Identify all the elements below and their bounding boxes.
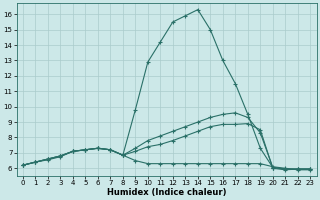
- X-axis label: Humidex (Indice chaleur): Humidex (Indice chaleur): [107, 188, 226, 197]
